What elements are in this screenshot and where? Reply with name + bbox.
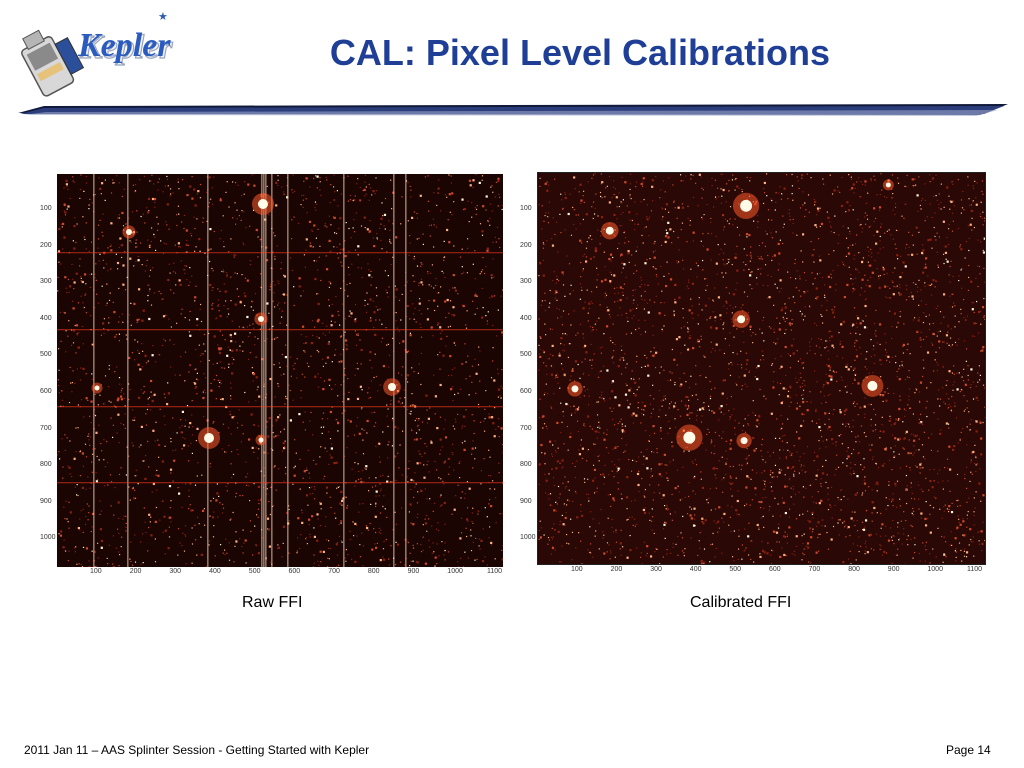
raw-ffi-image: [57, 174, 503, 567]
bright-star: [258, 199, 268, 209]
y-tick-label: 1000: [40, 534, 56, 542]
x-tick-label: 1000: [927, 566, 943, 573]
y-tick-label: 800: [40, 461, 52, 469]
y-tick-label: 800: [520, 461, 532, 469]
y-tick-label: 900: [520, 497, 532, 505]
x-tick-label: 500: [729, 566, 742, 573]
svg-text:★: ★: [158, 11, 168, 23]
bleed-column: [343, 174, 345, 567]
x-tick-label: 100: [571, 566, 583, 573]
y-tick-label: 400: [520, 314, 532, 322]
x-tick-label: 700: [328, 568, 340, 575]
y-tick-label: 200: [40, 241, 52, 249]
bleed-column: [261, 174, 263, 567]
x-tick-label: 1100: [487, 568, 503, 575]
channel-seam: [57, 482, 503, 484]
x-tick-label: 300: [169, 568, 182, 575]
x-tick-label: 400: [689, 566, 702, 573]
y-tick-label: 900: [40, 497, 52, 505]
y-tick-label: 400: [40, 314, 52, 322]
raw-ffi-starfield: [57, 174, 503, 567]
bright-star: [388, 383, 396, 391]
bright-star: [94, 385, 100, 391]
y-tick-label: 600: [40, 388, 52, 395]
x-tick-label: 400: [209, 568, 221, 575]
logo-wordmark-shadow: Kepler: [79, 29, 173, 66]
y-tick-label: 700: [520, 424, 532, 432]
footer-session-text: 2011 Jan 11 – AAS Splinter Session - Get…: [24, 743, 370, 757]
x-tick-label: 800: [367, 568, 380, 575]
y-tick-label: 500: [520, 351, 532, 359]
calibrated-ffi-starfield: [538, 173, 985, 564]
x-tick-label: 800: [848, 566, 860, 573]
y-tick-label: 1000: [520, 534, 536, 542]
bleed-column: [287, 174, 289, 567]
y-tick-label: 100: [520, 205, 532, 212]
calibrated-ffi-image: [537, 172, 986, 565]
star-specks: [538, 173, 985, 564]
bleed-column: [127, 174, 129, 567]
bright-star: [126, 229, 132, 235]
bright-star: [204, 433, 214, 443]
bright-star: [740, 199, 753, 212]
y-tick-label: 500: [40, 351, 52, 359]
x-tick-label: 900: [407, 568, 420, 575]
channel-seam: [57, 406, 503, 408]
header-rule: [18, 104, 1008, 118]
bright-star: [885, 182, 891, 188]
x-tick-label: 600: [769, 566, 781, 573]
channel-seam: [57, 252, 503, 254]
spacecraft-icon: ★ Kepler Kepler: [21, 11, 174, 97]
y-tick-label: 100: [40, 205, 52, 212]
x-tick-label: 900: [887, 566, 900, 573]
bleed-column: [271, 174, 273, 567]
x-tick-label: 100: [90, 568, 102, 575]
bleed-column: [263, 174, 265, 567]
y-tick-label: 200: [520, 241, 532, 249]
bleed-column: [93, 174, 95, 567]
kepler-logo: ★ Kepler Kepler: [8, 10, 198, 105]
x-tick-label: 600: [288, 568, 301, 575]
y-tick-label: 300: [520, 278, 532, 286]
x-tick-label: 200: [129, 568, 142, 575]
x-tick-label: 1000: [447, 568, 463, 575]
bright-star: [571, 385, 579, 393]
bright-star: [683, 431, 696, 444]
bright-star: [258, 316, 264, 322]
page-number: Page 14: [946, 743, 991, 757]
y-tick-label: 700: [40, 424, 52, 432]
image-background: [57, 174, 503, 567]
logo-wordmark: Kepler: [77, 27, 171, 64]
bleed-column: [405, 174, 407, 567]
bright-star: [737, 315, 746, 324]
raw-ffi-caption: Raw FFI: [242, 594, 303, 611]
slide-title: CAL: Pixel Level Calibrations: [329, 32, 831, 73]
x-tick-label: 700: [808, 566, 821, 573]
bright-star: [740, 437, 748, 445]
bleed-column: [393, 174, 395, 567]
x-tick-label: 200: [610, 566, 623, 573]
bright-star: [867, 380, 878, 391]
y-tick-label: 600: [520, 388, 532, 395]
bright-star: [605, 226, 614, 235]
x-tick-label: 500: [248, 568, 261, 575]
channel-seam: [57, 329, 503, 331]
x-tick-label: 300: [650, 566, 662, 573]
raw-ffi-panel: 100 200 300 400 500 600 700 800 900 1000 100 200 30…: [36, 168, 506, 578]
y-tick-label: 300: [40, 278, 52, 286]
bright-star: [258, 437, 264, 443]
star-specks: [57, 174, 503, 567]
bleed-column: [207, 174, 209, 567]
bleed-column: [265, 174, 267, 567]
x-tick-label: 1100: [967, 566, 983, 573]
calibrated-ffi-panel: 100 200 300 400 500 600 700 800 900 1000 100 200 30…: [515, 170, 990, 580]
calibrated-ffi-caption: Calibrated FFI: [690, 594, 792, 611]
